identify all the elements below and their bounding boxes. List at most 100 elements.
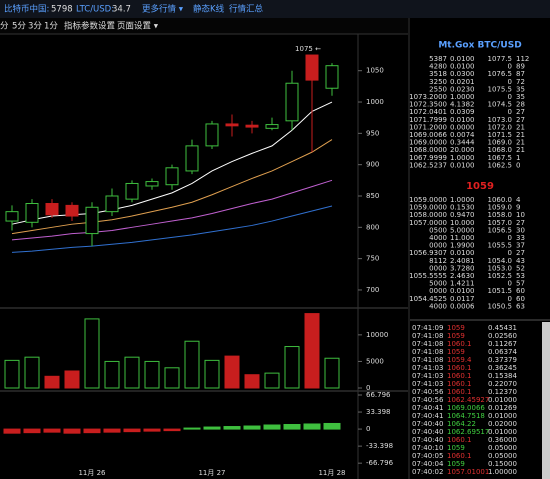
asks-cell: 1072.3500 <box>409 101 447 109</box>
trade-price: 1060.1 <box>447 380 472 388</box>
candle-body <box>245 124 259 128</box>
moving-average <box>11 179 333 241</box>
trade-amount: 0.01000 <box>488 428 517 436</box>
candle-body <box>205 123 219 147</box>
y-tick-label: 900 <box>366 161 379 169</box>
bar <box>303 423 321 430</box>
candle-body <box>105 195 119 213</box>
cn-label: 比特币中国: <box>4 4 49 15</box>
summary-link[interactable]: 行情汇总 <box>229 4 264 15</box>
asks-cell: 1067.5 <box>488 154 513 162</box>
trade-time: 07:40:02 <box>412 468 443 476</box>
static-link[interactable]: 静态K线 <box>193 4 225 15</box>
bids-cell: 1054.0 <box>488 257 513 265</box>
asks-cell: 0 <box>508 78 512 86</box>
bids-cell: 5000 <box>429 280 447 288</box>
candle-body <box>225 123 239 127</box>
asks-cell: 0.0074 <box>450 131 475 139</box>
y-tick-label: -33.398 <box>366 442 393 450</box>
bids-cell: 60 <box>516 287 525 295</box>
period-button[interactable]: 5分 <box>12 22 26 32</box>
bar <box>4 359 20 389</box>
y-tick-label: 10000 <box>366 331 388 339</box>
asks-cell: 1068.0 <box>488 146 513 154</box>
candle-body <box>305 54 319 81</box>
period-button[interactable]: 3分 <box>28 22 42 32</box>
candle-body <box>25 203 39 223</box>
more-menu[interactable]: 更多行情 ▾ <box>142 4 184 15</box>
trade-amount: 0.12370 <box>488 388 517 396</box>
trade-price: 1060.1 <box>447 340 472 348</box>
asks-cell: 1075.5 <box>488 85 513 93</box>
bids-cell: 1059.0000 <box>409 196 447 204</box>
asks-cell: 1069.0066 <box>409 131 447 139</box>
asks-cell: 3250 <box>429 78 447 86</box>
candle-body <box>185 145 199 172</box>
trade-time: 07:40:40 <box>412 436 443 444</box>
bar <box>63 428 81 434</box>
asks-cell: 35 <box>516 85 525 93</box>
y-tick-label: -66.796 <box>366 459 394 467</box>
asks-cell: 0.0309 <box>450 108 475 116</box>
period-button[interactable]: 分 <box>0 22 9 32</box>
asks-cell: 1067.9999 <box>409 154 447 162</box>
bids-cell: 0500 <box>429 226 447 234</box>
trade-price: 1059 <box>447 460 465 468</box>
candle-body <box>165 167 179 186</box>
moving-average <box>11 139 333 235</box>
candle-body <box>5 211 19 222</box>
asks-cell: 5387 <box>429 55 447 63</box>
bar <box>144 360 160 389</box>
bids-cell: 4 <box>516 196 521 204</box>
bids-cell: 4000 <box>429 234 447 242</box>
ltc-price: 34.7 <box>112 5 131 15</box>
bar <box>223 426 241 430</box>
asks-cell: 1069.0 <box>488 139 513 147</box>
x-tick-label: 11月 28 <box>318 469 345 477</box>
asks-cell: 21 <box>516 123 525 131</box>
trade-price: 1059.4 <box>447 356 472 364</box>
candle-body <box>85 206 99 235</box>
period-button[interactable]: 1分 <box>44 22 58 32</box>
page-settings[interactable]: 页面设置 ▾ <box>117 21 159 32</box>
asks-cell: 1071.7999 <box>409 116 447 124</box>
indicator-settings[interactable]: 指标参数设置 <box>64 21 116 32</box>
scrollbar[interactable] <box>542 322 550 479</box>
bids-cell: 0.0100 <box>450 287 475 295</box>
bar <box>204 359 220 389</box>
bids-cell: 1057.0 <box>488 219 513 227</box>
asks-cell: 1076.5 <box>488 70 513 78</box>
asks-cell: 1.0000 <box>450 93 475 101</box>
asks-cell: 1 <box>516 154 520 162</box>
asks-cell: 87 <box>516 70 525 78</box>
asks-cell: 4.1382 <box>450 101 475 109</box>
trade-time: 07:40:56 <box>412 388 444 396</box>
bids-cell: 0 <box>508 249 512 257</box>
asks-cell: 89 <box>516 63 525 71</box>
bids-cell: 9 <box>516 204 520 212</box>
trade-amount: 0.01269 <box>488 404 517 412</box>
bids-cell: 1058.0000 <box>409 211 447 219</box>
trade-time: 07:41:08 <box>412 348 443 356</box>
bids-cell: 0000 <box>429 264 447 272</box>
trade-time: 07:40:04 <box>412 460 444 468</box>
bids-cell: 37 <box>516 242 525 250</box>
asks-cell: 1068.0000 <box>409 146 447 154</box>
asks-cell: 1077.5 <box>488 55 513 63</box>
asks-cell: 3518 <box>429 70 447 78</box>
book-title: Mt.Gox BTC/USD <box>438 41 521 51</box>
trade-price: 1057.01001 <box>447 468 489 476</box>
trade-price: 1064.7518 <box>447 412 485 420</box>
trade-amount: 0.37379 <box>488 356 517 364</box>
y-tick-label: 33.398 <box>366 408 391 416</box>
toolbar <box>0 18 408 34</box>
bids-cell: 52 <box>516 264 525 272</box>
trade-amount: 0.36245 <box>488 364 517 372</box>
y-tick-label: 850 <box>366 192 379 200</box>
bar <box>123 428 141 433</box>
bids-cell: 0.0006 <box>450 302 475 310</box>
bar <box>304 313 320 389</box>
trade-price: 1060.1 <box>447 436 472 444</box>
bar <box>64 370 80 389</box>
